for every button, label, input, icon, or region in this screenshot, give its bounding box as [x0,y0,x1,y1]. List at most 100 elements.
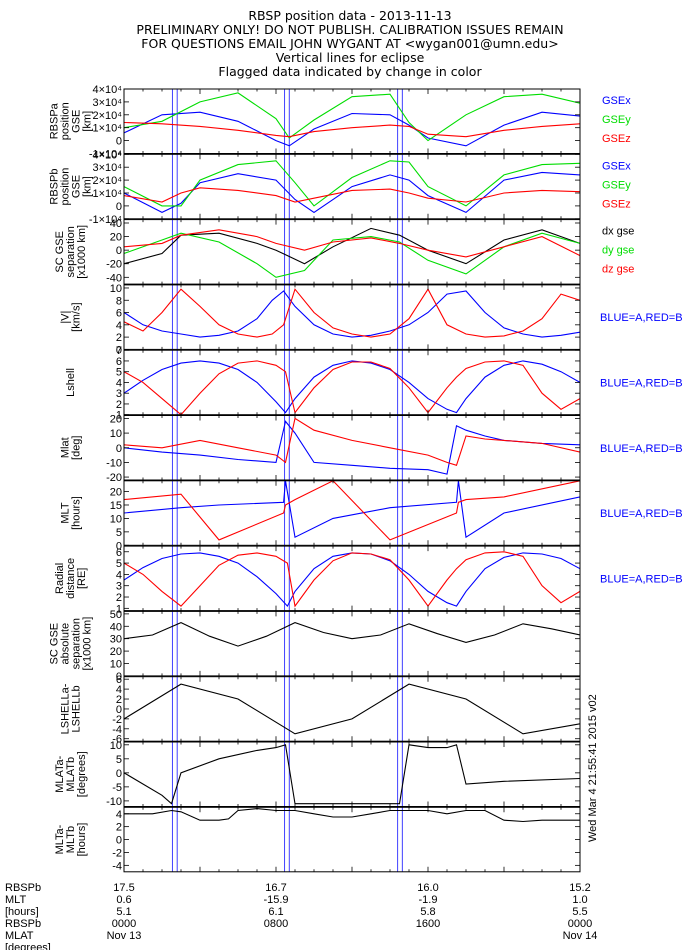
panel-frame [123,219,581,285]
series-group [124,808,580,823]
y-axis-label: [hours] [76,823,88,857]
y-tick-label: 2 [116,592,122,604]
panel-frame [123,349,581,416]
y-axis-label: position [60,168,72,206]
y-tick-label: 6 [116,547,122,559]
legend-label: dz gse [602,264,634,276]
series-group [124,551,580,608]
y-tick-label: 50 [110,609,122,621]
legend-label: BLUE=A,RED=B [600,573,683,585]
y-axis-label: distance [65,558,77,599]
series-line [124,417,580,466]
y-axis-label: LSHELLa- [60,683,72,734]
y-tick-label: 0 [116,344,122,356]
footer-value: -1.9 [419,894,438,906]
panel-frame [123,415,581,481]
y-tick-label: 4 [116,320,122,332]
y-tick-label: -4 [112,724,122,736]
y-axis-label: LSHELLb [71,685,83,732]
y-axis-label: absolute [60,623,72,665]
y-tick-label: 7 [116,345,122,357]
footer-value: 0000 [568,918,592,930]
series-line [124,480,580,541]
y-tick-label: 20 [110,646,122,658]
y-tick-label: 3 [116,388,122,400]
footer-value: Nov 13 [107,930,142,942]
y-tick-label: 2 [116,399,122,411]
panel: -20 -10 0 10 20 Mlat [deg] BLUE=A,RED=B [60,413,683,484]
series-group [124,683,580,735]
y-tick-label: 0 [116,201,122,213]
series-line [124,160,580,207]
y-axis-label: [km] [82,176,94,197]
series-line [124,360,580,415]
legend-label: BLUE=A,RED=B [600,508,683,520]
y-axis-label: [degrees] [76,751,88,797]
series-line [124,232,580,278]
footer-value: 0000 [112,918,136,930]
footer-row-label: MLT [5,894,26,906]
footer-value: 5.5 [572,906,587,918]
y-tick-label: 15 [110,500,122,512]
y-tick-label: -1×10⁴ [89,149,122,161]
y-tick-label: 20 [110,413,122,425]
y-tick-label: 4 [116,569,122,581]
y-tick-label: 30 [110,634,122,646]
y-tick-label: 1 [116,603,122,615]
y-tick-label: 10 [110,658,122,670]
y-axis-label: GSE [71,110,83,133]
footer-value: Nov 14 [563,930,598,942]
y-tick-label: -4 [112,860,122,872]
y-axis-label: Radial [54,563,66,594]
series-group [124,160,580,214]
title-line-5: Flagged data indicated by change in colo… [218,64,482,79]
footer-value: 17.5 [113,882,134,894]
y-tick-label: 5 [116,558,122,570]
y-axis-label: MLTb [65,826,77,853]
y-tick-label: -2 [112,847,122,859]
series-group [124,288,580,338]
series-line [124,121,580,138]
y-tick-label: -6 [112,734,122,746]
y-axis-label: position [60,102,72,140]
y-axis-label: SC GSE [49,623,61,665]
y-axis-label: |V| [60,311,72,324]
y-tick-label: -20 [106,472,122,484]
y-tick-label: 1×10⁴ [92,188,122,200]
y-tick-label: 40 [110,621,122,633]
legend-label: GSEx [602,95,631,107]
footer-value: 16.0 [417,882,438,894]
footer-value: 16.7 [265,882,286,894]
y-tick-label: 10 [110,283,122,295]
title-line-3: FOR QUESTIONS EMAIL JOHN WYGANT AT <wyga… [141,36,558,51]
y-tick-label: 1×10⁴ [92,123,122,135]
y-tick-label: 40 [110,218,122,230]
y-tick-label: 0 [116,768,122,780]
y-axis-label: MLATa- [54,755,66,792]
y-tick-label: 5 [116,367,122,379]
panel-frame [123,676,581,742]
y-tick-label: 8 [116,295,122,307]
title-line-2: PRELIMINARY ONLY! DO NOT PUBLISH. CALIBR… [136,22,563,37]
panel-frame [123,284,581,350]
y-tick-label: 4×10⁴ [92,84,122,96]
footer-value: 5.8 [420,906,435,918]
series-line [124,480,580,539]
panel-frame [123,610,581,677]
y-tick-label: 6 [116,674,122,686]
legend-label: BLUE=A,RED=B [600,377,683,389]
series-line [124,744,580,805]
y-axis-label: Lshell [65,368,77,397]
y-tick-label: 10 [110,513,122,525]
series-line [124,360,580,414]
legend-label: GSEz [602,133,631,145]
y-tick-label: 5 [116,754,122,766]
series-line [124,290,580,338]
legend-label: GSEz [602,198,631,210]
series-line [124,808,580,823]
